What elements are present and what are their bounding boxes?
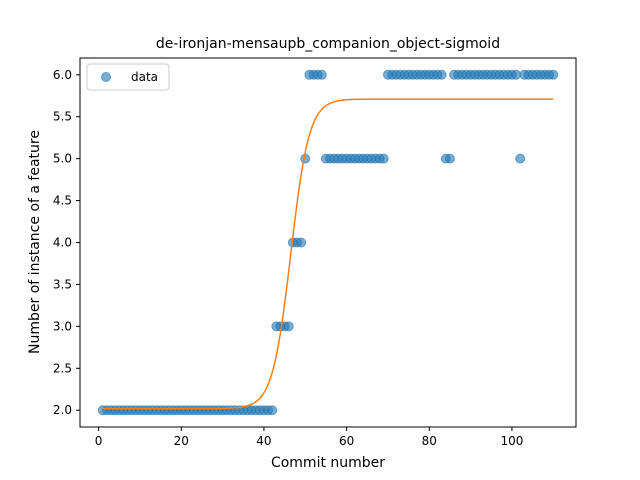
legend-label: data bbox=[131, 70, 158, 84]
y-axis: 2.0 2.5 3.0 3.5 4.0 4.5 5.0 5.5 6.0 bbox=[53, 68, 80, 417]
y-tick-label: 4.0 bbox=[53, 236, 72, 250]
y-tick-label: 2.0 bbox=[53, 403, 72, 417]
x-axis: 0 20 40 60 80 100 bbox=[95, 427, 523, 448]
x-tick-label: 0 bbox=[95, 434, 103, 448]
data-point bbox=[378, 153, 389, 164]
data-point bbox=[316, 69, 327, 80]
x-axis-label: Commit number bbox=[271, 455, 385, 471]
y-tick-label: 4.5 bbox=[53, 194, 72, 208]
x-tick-label: 60 bbox=[339, 434, 354, 448]
data-point bbox=[267, 405, 278, 416]
chart-title: de-ironjan-mensaupb_companion_object-sig… bbox=[156, 36, 500, 52]
y-tick-label: 5.0 bbox=[53, 152, 72, 166]
y-tick-label: 6.0 bbox=[53, 68, 72, 82]
data-point bbox=[511, 69, 522, 80]
data-point bbox=[548, 69, 559, 80]
x-tick-label: 100 bbox=[500, 434, 523, 448]
y-tick-label: 3.5 bbox=[53, 277, 72, 291]
data-point bbox=[296, 237, 307, 248]
x-tick-label: 80 bbox=[422, 434, 437, 448]
data-point bbox=[444, 153, 455, 164]
sigmoid-fit-line bbox=[102, 98, 554, 410]
y-tick-label: 5.5 bbox=[53, 110, 72, 124]
legend-marker-icon bbox=[101, 72, 111, 82]
plot-area bbox=[97, 69, 559, 416]
x-tick-label: 40 bbox=[256, 434, 271, 448]
legend: data bbox=[86, 63, 170, 91]
x-tick-label: 20 bbox=[174, 434, 189, 448]
y-axis-label: Number of instance of a feature bbox=[27, 130, 43, 354]
data-point bbox=[515, 153, 526, 164]
y-tick-label: 3.0 bbox=[53, 319, 72, 333]
legend-box bbox=[86, 63, 170, 91]
data-point bbox=[436, 69, 447, 80]
y-tick-label: 2.5 bbox=[53, 361, 72, 375]
data-point bbox=[283, 321, 294, 332]
